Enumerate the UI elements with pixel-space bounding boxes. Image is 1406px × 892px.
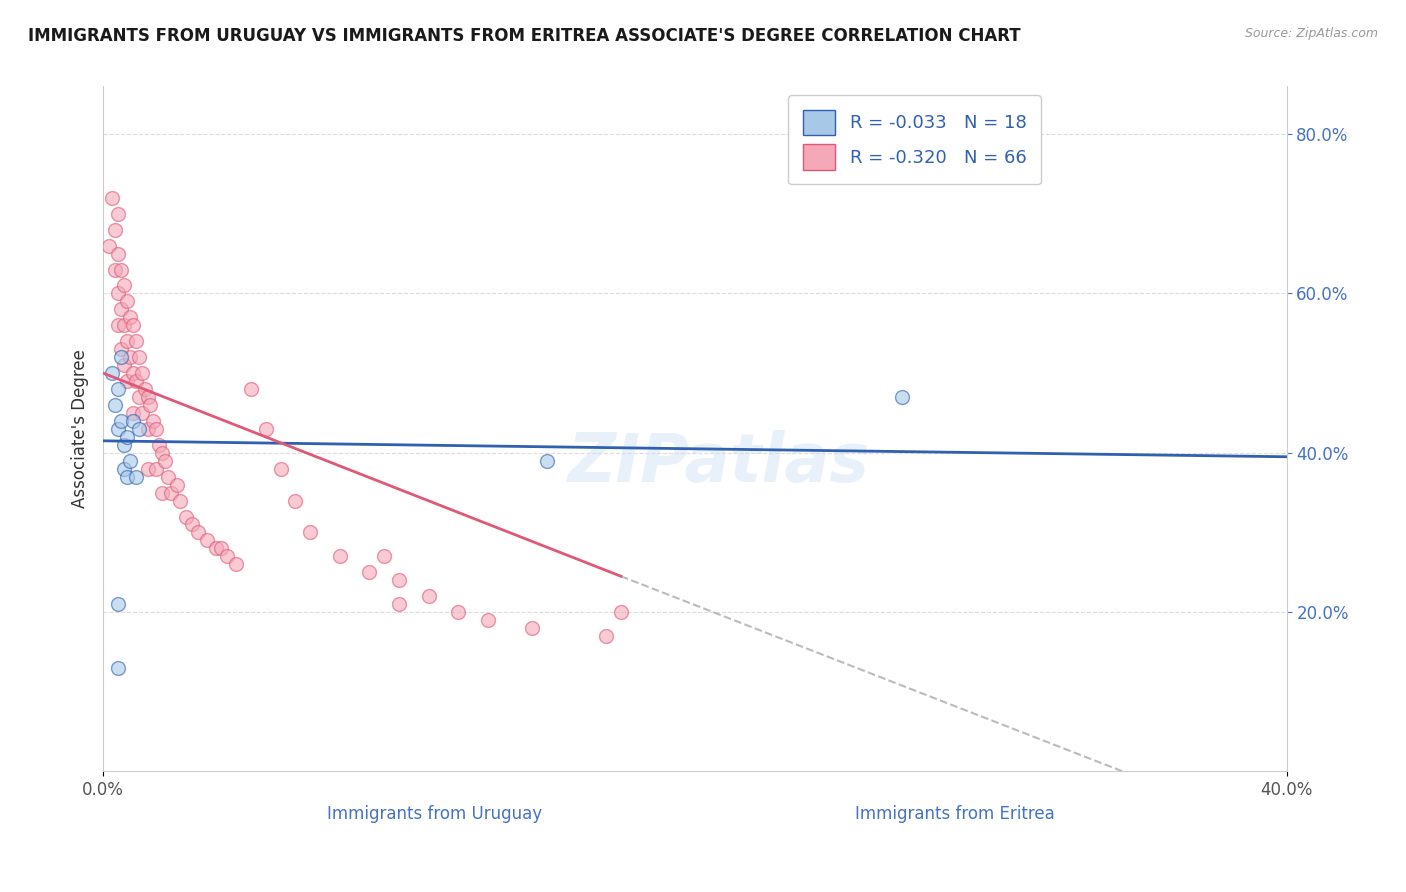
Point (110, 350, 132, 364)
Point (160, 485, 183, 500)
Point (115, 294, 138, 309)
Point (447, 605, 470, 619)
Point (121, 318, 143, 333)
Point (136, 390, 159, 404)
Point (110, 302, 132, 317)
Legend: R = -0.033   N = 18, R = -0.320   N = 66: R = -0.033 N = 18, R = -0.320 N = 66 (789, 95, 1040, 185)
Point (121, 414, 143, 428)
Point (148, 438, 170, 452)
Point (98, 238, 121, 252)
Point (112, 461, 135, 475)
Point (520, 621, 543, 635)
Point (112, 278, 135, 293)
Point (107, 207, 129, 221)
Point (204, 541, 226, 556)
Point (101, 191, 124, 205)
Point (107, 422, 129, 436)
Point (329, 549, 352, 564)
Point (187, 525, 209, 540)
Point (107, 286, 129, 301)
Point (118, 454, 141, 468)
Text: ZIPatlas: ZIPatlas (568, 430, 869, 496)
Point (418, 589, 440, 603)
Point (150, 446, 173, 460)
Point (124, 334, 146, 349)
Point (107, 597, 129, 611)
Point (388, 573, 411, 587)
Point (388, 597, 411, 611)
Point (150, 485, 173, 500)
Point (610, 605, 633, 619)
Point (134, 382, 156, 396)
Point (115, 430, 138, 444)
Point (104, 223, 127, 237)
Point (180, 517, 202, 532)
Point (128, 422, 150, 436)
Point (101, 366, 124, 380)
Point (112, 318, 135, 333)
Point (359, 566, 381, 580)
Text: Immigrants from Uruguay: Immigrants from Uruguay (328, 805, 543, 823)
Point (124, 469, 146, 483)
Point (128, 390, 150, 404)
Point (284, 493, 307, 508)
Point (595, 629, 617, 643)
Point (139, 398, 162, 412)
Point (155, 454, 177, 468)
Text: Source: ZipAtlas.com: Source: ZipAtlas.com (1244, 27, 1378, 40)
Point (174, 509, 197, 524)
Point (131, 366, 153, 380)
Point (104, 398, 127, 412)
Point (299, 525, 322, 540)
Point (240, 382, 263, 396)
Point (118, 310, 141, 325)
Point (225, 558, 247, 572)
Point (112, 438, 135, 452)
Point (107, 661, 129, 675)
Point (115, 374, 138, 388)
Point (115, 334, 138, 349)
Point (104, 262, 127, 277)
Point (131, 406, 153, 420)
Point (112, 358, 135, 372)
Point (136, 422, 159, 436)
Point (121, 406, 143, 420)
Point (118, 350, 141, 364)
Point (157, 469, 180, 483)
Point (536, 454, 558, 468)
Point (169, 493, 191, 508)
Point (254, 422, 277, 436)
Text: Immigrants from Eritrea: Immigrants from Eritrea (855, 805, 1054, 823)
Point (110, 262, 132, 277)
Text: IMMIGRANTS FROM URUGUAY VS IMMIGRANTS FROM ERITREA ASSOCIATE'S DEGREE CORRELATIO: IMMIGRANTS FROM URUGUAY VS IMMIGRANTS FR… (28, 27, 1021, 45)
Point (115, 469, 138, 483)
Point (124, 374, 146, 388)
Point (107, 382, 129, 396)
Point (217, 549, 239, 564)
Point (107, 318, 129, 333)
Point (145, 461, 167, 475)
Point (121, 366, 143, 380)
Point (211, 541, 233, 556)
Point (145, 422, 167, 436)
Point (891, 390, 914, 404)
Point (270, 461, 292, 475)
Point (373, 549, 395, 564)
Point (128, 350, 150, 364)
Point (166, 477, 188, 491)
Point (195, 533, 218, 548)
Point (107, 246, 129, 260)
Point (136, 461, 159, 475)
Point (110, 343, 132, 357)
Point (477, 613, 499, 627)
Point (110, 414, 132, 428)
Y-axis label: Associate's Degree: Associate's Degree (72, 350, 89, 508)
Point (142, 414, 165, 428)
